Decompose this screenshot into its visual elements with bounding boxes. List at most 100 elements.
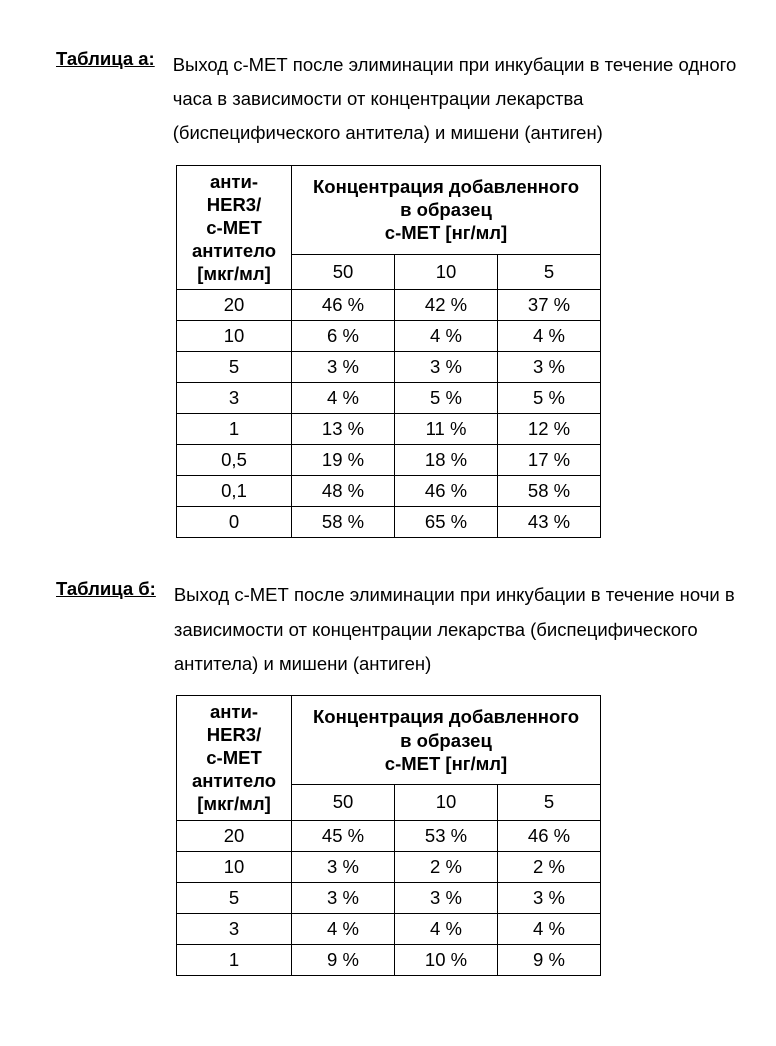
cell: 2 % bbox=[498, 851, 601, 882]
table-row: 20 46 % 42 % 37 % bbox=[177, 290, 601, 321]
cell: 5 % bbox=[498, 383, 601, 414]
cell: 5 % bbox=[395, 383, 498, 414]
table-row: 3 4 % 4 % 4 % bbox=[177, 913, 601, 944]
table-b-subhead: 5 bbox=[498, 785, 601, 820]
rh-line: анти- bbox=[210, 701, 258, 722]
table-a-subhead: 5 bbox=[498, 254, 601, 289]
gh-line: в образец bbox=[400, 730, 492, 751]
cell: 6 % bbox=[292, 321, 395, 352]
cell: 0,5 bbox=[177, 445, 292, 476]
cell: 18 % bbox=[395, 445, 498, 476]
cell: 3 % bbox=[395, 352, 498, 383]
rh-line: с-МЕТ bbox=[206, 217, 262, 238]
cell: 48 % bbox=[292, 476, 395, 507]
cell: 5 bbox=[177, 352, 292, 383]
rh-line: анти- bbox=[210, 171, 258, 192]
cell: 3 % bbox=[292, 851, 395, 882]
cell: 19 % bbox=[292, 445, 395, 476]
table-row: 5 3 % 3 % 3 % bbox=[177, 352, 601, 383]
table-b-subhead: 50 bbox=[292, 785, 395, 820]
cell: 2 % bbox=[395, 851, 498, 882]
cell: 58 % bbox=[498, 476, 601, 507]
gh-line: с-МЕТ [нг/мл] bbox=[385, 222, 507, 243]
cell: 4 % bbox=[498, 321, 601, 352]
cell: 12 % bbox=[498, 414, 601, 445]
table-b: анти- HER3/ с-МЕТ антитело [мкг/мл] Конц… bbox=[176, 695, 601, 976]
gh-line: в образец bbox=[400, 199, 492, 220]
cell: 1 bbox=[177, 944, 292, 975]
gh-line: с-МЕТ [нг/мл] bbox=[385, 753, 507, 774]
cell: 0,1 bbox=[177, 476, 292, 507]
cell: 9 % bbox=[292, 944, 395, 975]
rh-line: антитело bbox=[192, 240, 276, 261]
table-a-row-header: анти- HER3/ с-МЕТ антитело [мкг/мл] bbox=[177, 165, 292, 290]
table-row: 3 4 % 5 % 5 % bbox=[177, 383, 601, 414]
table-b-header-row1: анти- HER3/ с-МЕТ антитело [мкг/мл] Конц… bbox=[177, 695, 601, 784]
table-a-header-row1: анти- HER3/ с-МЕТ антитело [мкг/мл] Конц… bbox=[177, 165, 601, 254]
table-row: 0,5 19 % 18 % 17 % bbox=[177, 445, 601, 476]
table-row: 0,1 48 % 46 % 58 % bbox=[177, 476, 601, 507]
cell: 17 % bbox=[498, 445, 601, 476]
table-row: 5 3 % 3 % 3 % bbox=[177, 882, 601, 913]
table-b-row-header: анти- HER3/ с-МЕТ антитело [мкг/мл] bbox=[177, 695, 292, 820]
table-b-subhead: 10 bbox=[395, 785, 498, 820]
table-b-group-header: Концентрация добавленного в образец с-МЕ… bbox=[292, 695, 601, 784]
cell: 20 bbox=[177, 820, 292, 851]
cell: 4 % bbox=[395, 321, 498, 352]
cell: 3 bbox=[177, 383, 292, 414]
table-b-caption-row: Таблица б: Выход с-МЕТ после элиминации … bbox=[56, 578, 738, 681]
cell: 10 bbox=[177, 851, 292, 882]
cell: 3 % bbox=[292, 352, 395, 383]
cell: 53 % bbox=[395, 820, 498, 851]
cell: 45 % bbox=[292, 820, 395, 851]
rh-line: HER3/ bbox=[207, 724, 262, 745]
rh-line: HER3/ bbox=[207, 194, 262, 215]
cell: 46 % bbox=[395, 476, 498, 507]
table-row: 20 45 % 53 % 46 % bbox=[177, 820, 601, 851]
table-a-label: Таблица а: bbox=[56, 48, 155, 70]
rh-line: [мкг/мл] bbox=[197, 263, 271, 284]
table-a-caption-row: Таблица а: Выход с-МЕТ после элиминации … bbox=[56, 48, 738, 151]
cell: 9 % bbox=[498, 944, 601, 975]
gh-line: Концентрация добавленного bbox=[313, 706, 579, 727]
table-b-caption: Выход с-МЕТ после элиминации при инкубац… bbox=[174, 578, 738, 681]
cell: 3 % bbox=[292, 882, 395, 913]
cell: 37 % bbox=[498, 290, 601, 321]
rh-line: антитело bbox=[192, 770, 276, 791]
table-a: анти- HER3/ с-МЕТ антитело [мкг/мл] Конц… bbox=[176, 165, 601, 539]
cell: 11 % bbox=[395, 414, 498, 445]
table-b-label: Таблица б: bbox=[56, 578, 156, 600]
table-row: 0 58 % 65 % 43 % bbox=[177, 507, 601, 538]
table-b-section: Таблица б: Выход с-МЕТ после элиминации … bbox=[56, 578, 738, 975]
table-row: 1 13 % 11 % 12 % bbox=[177, 414, 601, 445]
cell: 10 % bbox=[395, 944, 498, 975]
table-a-group-header: Концентрация добавленного в образец с-МЕ… bbox=[292, 165, 601, 254]
cell: 3 % bbox=[395, 882, 498, 913]
cell: 46 % bbox=[498, 820, 601, 851]
cell: 42 % bbox=[395, 290, 498, 321]
gh-line: Концентрация добавленного bbox=[313, 176, 579, 197]
table-a-section: Таблица а: Выход с-МЕТ после элиминации … bbox=[56, 48, 738, 538]
cell: 4 % bbox=[395, 913, 498, 944]
cell: 4 % bbox=[498, 913, 601, 944]
cell: 5 bbox=[177, 882, 292, 913]
cell: 46 % bbox=[292, 290, 395, 321]
table-row: 10 6 % 4 % 4 % bbox=[177, 321, 601, 352]
table-a-caption: Выход с-МЕТ после элиминации при инкубац… bbox=[173, 48, 738, 151]
table-row: 1 9 % 10 % 9 % bbox=[177, 944, 601, 975]
cell: 3 % bbox=[498, 882, 601, 913]
cell: 43 % bbox=[498, 507, 601, 538]
cell: 0 bbox=[177, 507, 292, 538]
rh-line: [мкг/мл] bbox=[197, 793, 271, 814]
cell: 10 bbox=[177, 321, 292, 352]
cell: 4 % bbox=[292, 913, 395, 944]
cell: 3 % bbox=[498, 352, 601, 383]
cell: 4 % bbox=[292, 383, 395, 414]
cell: 58 % bbox=[292, 507, 395, 538]
table-a-subhead: 10 bbox=[395, 254, 498, 289]
cell: 65 % bbox=[395, 507, 498, 538]
cell: 13 % bbox=[292, 414, 395, 445]
cell: 3 bbox=[177, 913, 292, 944]
cell: 1 bbox=[177, 414, 292, 445]
table-row: 10 3 % 2 % 2 % bbox=[177, 851, 601, 882]
